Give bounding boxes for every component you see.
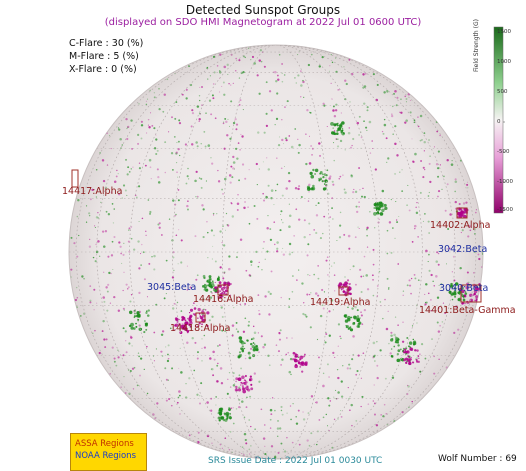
region-label-14417: 14417:Alpha xyxy=(62,186,123,197)
x-flare-probability: X-Flare : 0 (%) xyxy=(69,64,137,75)
legend: ASSA Regions NOAA Regions xyxy=(70,433,147,471)
region-label-14419: 14419:Alpha xyxy=(310,297,371,308)
colorbar-tick: 1500 xyxy=(497,29,511,35)
colorbar-label: Field Strength (G) xyxy=(473,19,480,72)
region-label-14416: 14416:Alpha xyxy=(193,294,254,305)
region-box-14402 xyxy=(456,207,468,219)
legend-assa-regions: ASSA Regions xyxy=(75,439,134,449)
colorbar-tick: 0 xyxy=(497,119,501,125)
region-box-14418 xyxy=(195,312,206,323)
srs-issue-date: SRS Issue Date : 2022 Jul 01 0030 UTC xyxy=(208,456,383,466)
region-label-14401: 14401:Beta-Gamma xyxy=(419,305,516,316)
page-subtitle: (displayed on SDO HMI Magnetogram at 202… xyxy=(104,17,422,28)
region-label-14418: 14418:Alpha xyxy=(170,323,231,334)
region-label-3040: 3040:Beta xyxy=(439,283,489,294)
page-title: Detected Sunspot Groups xyxy=(185,3,341,17)
heliographic-grid xyxy=(69,45,483,459)
legend-noaa-regions: NOAA Regions xyxy=(75,451,136,461)
region-label-3045: 3045:Beta xyxy=(147,282,197,293)
c-flare-probability: C-Flare : 30 (%) xyxy=(69,38,144,49)
solar-disk xyxy=(68,44,484,460)
region-box-14417 xyxy=(71,169,79,188)
region-label-14402: 14402:Alpha xyxy=(430,220,491,231)
magnetic-speckle xyxy=(69,47,483,459)
region-box-14419 xyxy=(338,286,349,296)
region-box-14416 xyxy=(217,284,229,296)
m-flare-probability: M-Flare : 5 (%) xyxy=(69,51,139,62)
colorbar-tick: 500 xyxy=(497,89,508,95)
colorbar-tick: -500 xyxy=(497,149,510,155)
colorbar-tick: 1000 xyxy=(497,59,511,65)
colorbar-tick: -1000 xyxy=(497,179,513,185)
region-label-3042: 3042:Beta xyxy=(438,244,488,255)
colorbar-tick: -1500 xyxy=(497,207,513,213)
colorbar xyxy=(493,26,504,214)
region-box-3040 xyxy=(460,284,482,303)
region-boxes xyxy=(71,169,482,323)
wolf-number: Wolf Number : 69 xyxy=(438,454,517,464)
